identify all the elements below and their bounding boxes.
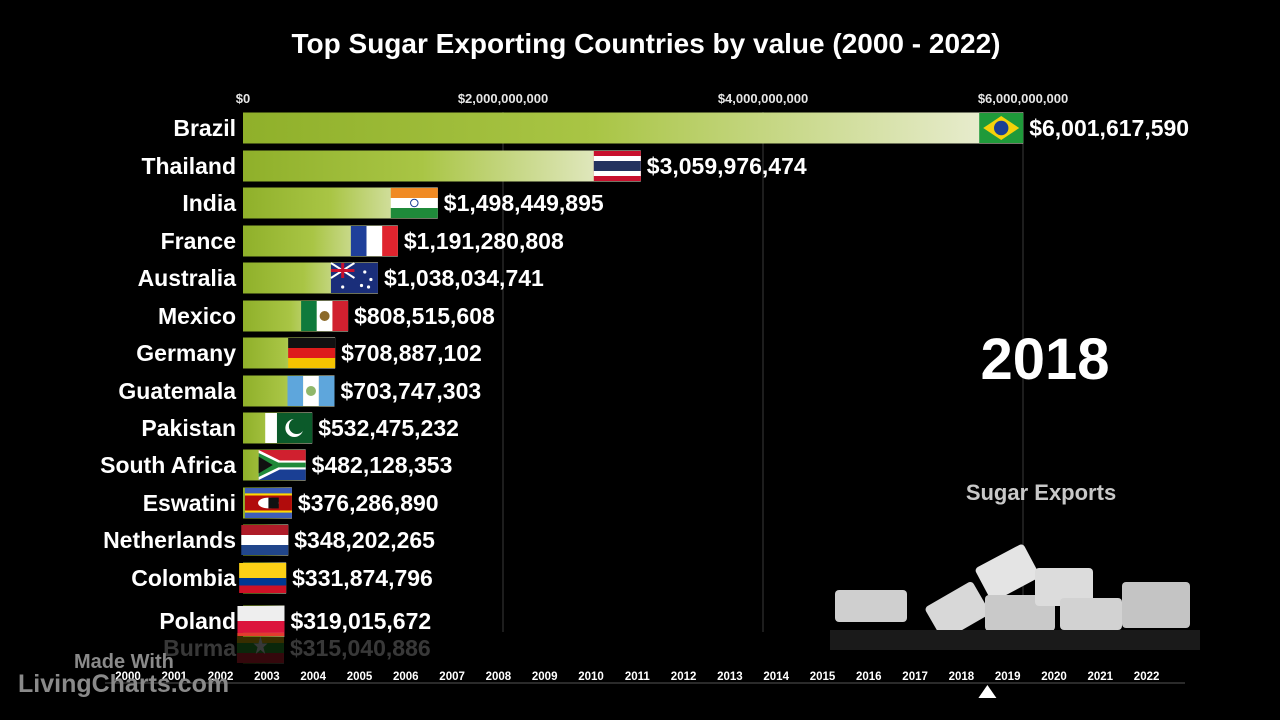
colombia-flag-icon [239, 563, 287, 593]
timeline-year-label: 2007 [439, 671, 465, 683]
timeline-year-label: 2015 [810, 671, 836, 683]
value-label: $703,747,303 [340, 378, 481, 404]
category-label: Poland [159, 608, 236, 634]
watermark: Made With LivingCharts.com [18, 652, 229, 697]
category-label: France [161, 228, 236, 254]
france-flag-icon [350, 226, 398, 256]
value-label: $331,874,796 [292, 565, 433, 591]
timeline-year-label: 2020 [1041, 671, 1067, 683]
category-label: Pakistan [141, 415, 236, 441]
category-label: Netherlands [103, 527, 236, 553]
pakistan-flag-icon [265, 413, 313, 443]
value-label: $3,059,976,474 [647, 153, 807, 179]
category-label: India [182, 190, 236, 216]
timeline-year-label: 2017 [902, 671, 928, 683]
watermark-made-with: Made With [74, 651, 174, 673]
category-label: Guatemala [118, 378, 236, 404]
x-tick-label: $4,000,000,000 [718, 91, 808, 106]
bar-row: Poland $319,015,672 [159, 605, 431, 637]
timeline-year-label: 2009 [532, 671, 558, 683]
india-flag-icon [390, 188, 438, 218]
timeline-year-label: 2005 [347, 671, 373, 683]
category-label: Mexico [158, 303, 236, 329]
value-label: $319,015,672 [290, 608, 431, 634]
value-label: $1,038,034,741 [384, 265, 544, 291]
south-africa-flag-icon [258, 450, 306, 480]
bar-row: Germany $708,887,102 [136, 337, 482, 369]
category-label: South Africa [100, 452, 236, 478]
australia-flag-icon [330, 262, 378, 293]
bar-row: India $1,498,449,895 [182, 187, 604, 219]
category-label: Colombia [131, 565, 236, 591]
chart-title: Top Sugar Exporting Countries by value (… [291, 28, 1001, 59]
value-label: $532,475,232 [318, 415, 459, 441]
category-label: Burma [163, 635, 236, 661]
bar-row: Thailand $3,059,976,474 [141, 150, 807, 182]
value-label: $808,515,608 [354, 303, 495, 329]
eswatini-flag-icon [244, 488, 292, 518]
category-label: Eswatini [143, 490, 236, 516]
value-label: $6,001,617,590 [1029, 115, 1189, 141]
timeline-year-label: 2006 [393, 671, 419, 683]
value-label: $708,887,102 [341, 340, 482, 366]
sugar-exports-caption: Sugar Exports [965, 480, 1117, 505]
bar-row: France $1,191,280,808 [161, 225, 564, 257]
bar-row: Brazil $6,001,617,590 [173, 112, 1189, 144]
timeline-year-label: 2001 [162, 671, 188, 683]
watermark-site: LivingCharts.com [18, 670, 230, 698]
timeline-year-label: 2010 [578, 671, 604, 683]
bar [243, 632, 284, 664]
bar-row: South Africa $482,128,353 [100, 449, 453, 481]
bar-row: Colombia $331,874,796 [131, 562, 433, 594]
burma-flag-icon [236, 633, 284, 663]
bar-row: Mexico $808,515,608 [158, 300, 495, 332]
value-label: $348,202,265 [294, 527, 435, 553]
current-year-label: 2018 [980, 327, 1110, 392]
mexico-flag-icon [301, 301, 349, 331]
category-label: Germany [136, 340, 236, 366]
timeline-marker[interactable] [978, 685, 997, 698]
timeline-year-label: 2000 [115, 671, 141, 683]
x-tick-label: $2,000,000,000 [458, 91, 548, 106]
timeline-year-label: 2012 [671, 671, 697, 683]
timeline-year-label: 2008 [486, 671, 512, 683]
value-label: $482,128,353 [312, 452, 453, 478]
bar-row: Pakistan $532,475,232 [141, 412, 459, 444]
value-label: $376,286,890 [298, 490, 439, 516]
x-tick-label: $0 [236, 91, 250, 106]
timeline-year-label: 2003 [254, 671, 280, 683]
timeline-year-label: 2013 [717, 671, 743, 683]
sugar-cubes-image [830, 544, 1200, 650]
timeline-year-label: 2004 [300, 671, 326, 683]
bar-row: Guatemala $703,747,303 [118, 375, 481, 407]
bar-row: Eswatini $376,286,890 [143, 487, 439, 519]
thailand-flag-icon [593, 151, 641, 181]
value-label: $315,040,886 [290, 635, 431, 661]
bar [243, 112, 1024, 144]
timeline-year-label: 2002 [208, 671, 234, 683]
category-label: Brazil [173, 115, 236, 141]
x-tick-label: $6,000,000,000 [978, 91, 1068, 106]
netherlands-flag-icon [241, 525, 289, 555]
category-label: Thailand [141, 153, 236, 179]
timeline-year-label: 2022 [1134, 671, 1160, 683]
bar [243, 150, 641, 182]
category-label: Australia [138, 265, 237, 291]
poland-flag-icon [237, 606, 285, 636]
timeline-year-label: 2018 [949, 671, 975, 683]
timeline-year-label: 2014 [763, 671, 789, 683]
timeline-year-label: 2021 [1088, 671, 1114, 683]
bar-row: Australia $1,038,034,741 [138, 262, 544, 294]
value-label: $1,498,449,895 [444, 190, 604, 216]
germany-flag-icon [288, 338, 336, 368]
bar-row: Burma $315,040,886 [163, 632, 431, 664]
guatemala-flag-icon [287, 376, 335, 406]
timeline-year-label: 2011 [625, 671, 651, 683]
timeline-year-label: 2016 [856, 671, 882, 683]
bar-row: Netherlands $348,202,265 [103, 524, 435, 556]
timeline-year-label: 2019 [995, 671, 1021, 683]
value-label: $1,191,280,808 [404, 228, 564, 254]
brazil-flag-icon [979, 113, 1024, 143]
